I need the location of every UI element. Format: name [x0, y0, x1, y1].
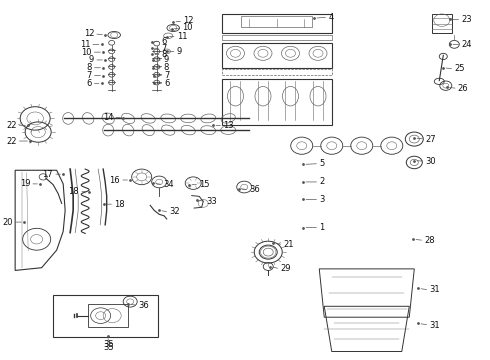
Text: 30: 30: [425, 157, 436, 166]
Text: 16: 16: [110, 176, 120, 185]
Text: 24: 24: [461, 40, 472, 49]
Text: 20: 20: [2, 217, 13, 226]
Text: 8: 8: [163, 63, 169, 72]
Text: 26: 26: [458, 84, 468, 93]
Text: 21: 21: [283, 240, 294, 249]
Text: 14: 14: [103, 113, 113, 122]
Text: 23: 23: [461, 15, 472, 24]
Text: 31: 31: [429, 285, 440, 294]
Text: 28: 28: [424, 236, 435, 245]
Text: 9: 9: [177, 47, 182, 56]
Text: 18: 18: [114, 200, 125, 209]
Bar: [221, 78, 332, 125]
Text: 33: 33: [207, 197, 218, 206]
Text: 25: 25: [454, 64, 465, 73]
Bar: [241, 16, 313, 27]
Text: 6: 6: [86, 79, 92, 88]
Text: 1: 1: [319, 223, 324, 232]
Bar: [88, 304, 128, 327]
Text: 7: 7: [86, 71, 92, 80]
Text: 7: 7: [164, 71, 170, 80]
Text: 10: 10: [182, 23, 192, 32]
Bar: [221, 69, 332, 75]
Text: 7: 7: [161, 44, 167, 53]
Text: 8: 8: [86, 63, 92, 72]
Text: 18: 18: [69, 187, 79, 196]
Bar: [221, 35, 332, 40]
Text: 36: 36: [138, 301, 149, 310]
Text: 17: 17: [43, 170, 53, 179]
Text: 35: 35: [103, 343, 114, 352]
Text: 36: 36: [249, 185, 260, 194]
Text: 22: 22: [6, 136, 17, 145]
Text: 8: 8: [162, 50, 167, 59]
Bar: [221, 14, 332, 33]
Text: 19: 19: [20, 179, 30, 188]
Text: 4: 4: [328, 13, 334, 22]
Bar: [432, 14, 452, 33]
Text: 22: 22: [6, 121, 17, 130]
Text: 35: 35: [103, 340, 114, 349]
Text: 9: 9: [89, 55, 94, 64]
Bar: [221, 42, 332, 68]
Text: 29: 29: [280, 264, 291, 273]
Text: 13: 13: [223, 121, 234, 130]
Text: 32: 32: [169, 207, 180, 216]
Bar: [53, 294, 158, 337]
Text: 15: 15: [199, 180, 210, 189]
Text: 6: 6: [164, 79, 170, 88]
Text: 10: 10: [81, 48, 92, 57]
Text: 12: 12: [183, 17, 194, 26]
Text: 6: 6: [161, 37, 167, 46]
Text: 34: 34: [163, 180, 174, 189]
Text: 31: 31: [429, 320, 440, 329]
Text: 3: 3: [319, 195, 325, 204]
Text: 9: 9: [163, 55, 169, 64]
Text: 11: 11: [80, 40, 90, 49]
Text: 12: 12: [84, 29, 94, 38]
Text: 5: 5: [319, 159, 324, 168]
Text: 2: 2: [319, 177, 324, 186]
Text: 27: 27: [425, 135, 436, 144]
Text: 11: 11: [177, 32, 187, 41]
